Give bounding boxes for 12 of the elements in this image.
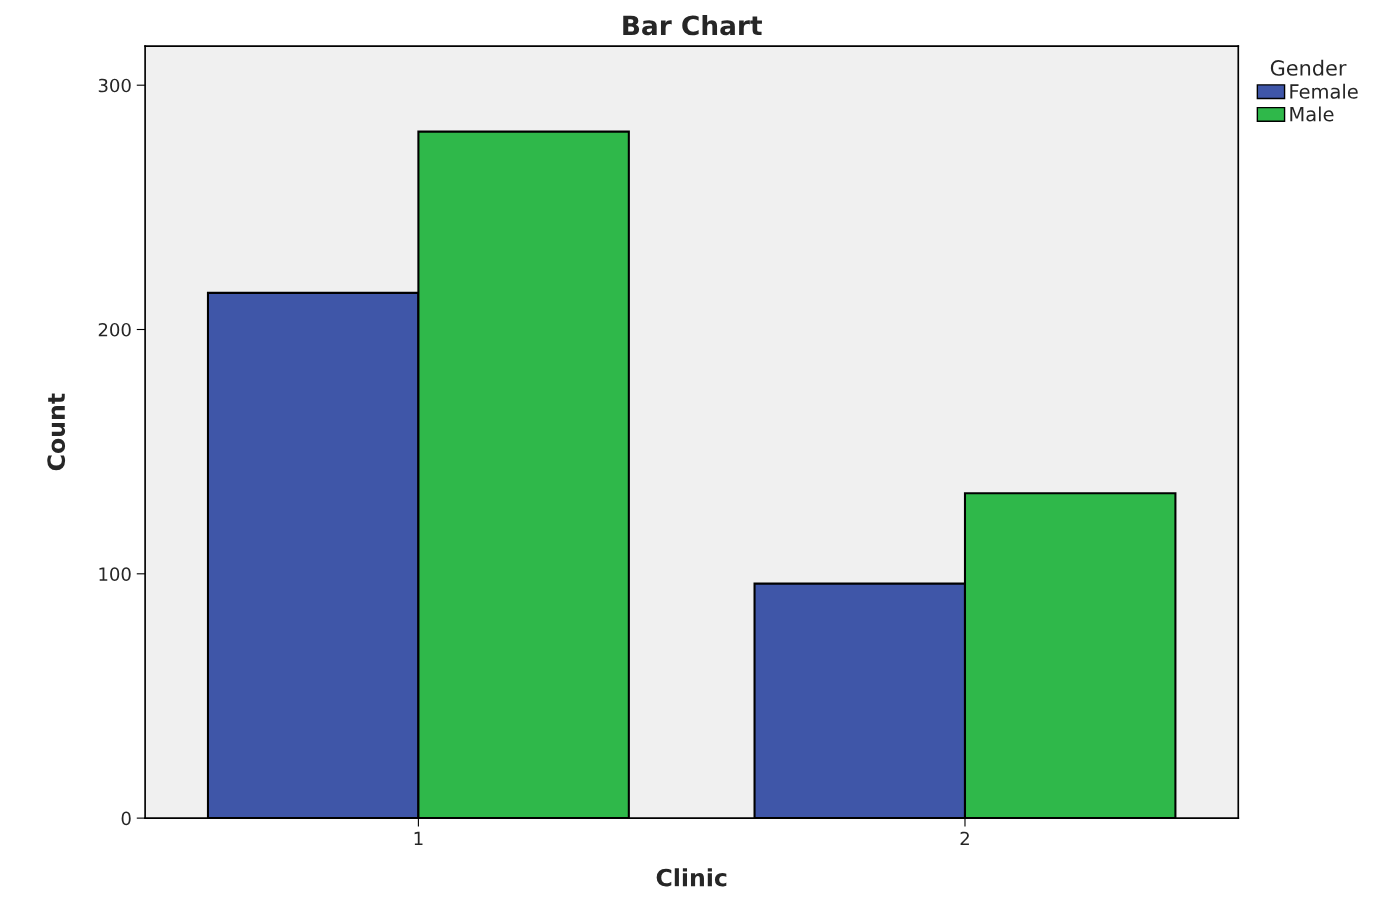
y-tick-label: 100 <box>99 567 131 581</box>
legend-label: Female <box>1290 83 1358 99</box>
x-axis-title: Clinic <box>656 868 727 887</box>
y-tick-label: 300 <box>98 78 131 93</box>
y-axis-title: Count <box>47 393 66 471</box>
legend-label: Male <box>1290 106 1334 122</box>
chart-title: Bar Chart <box>623 14 762 36</box>
y-tick-label: 200 <box>98 322 131 337</box>
y-tick-label: 0 <box>121 811 131 826</box>
x-tick-label: 1 <box>414 831 423 846</box>
legend-title: Gender <box>1270 59 1347 76</box>
x-tick-label: 2 <box>960 831 969 846</box>
